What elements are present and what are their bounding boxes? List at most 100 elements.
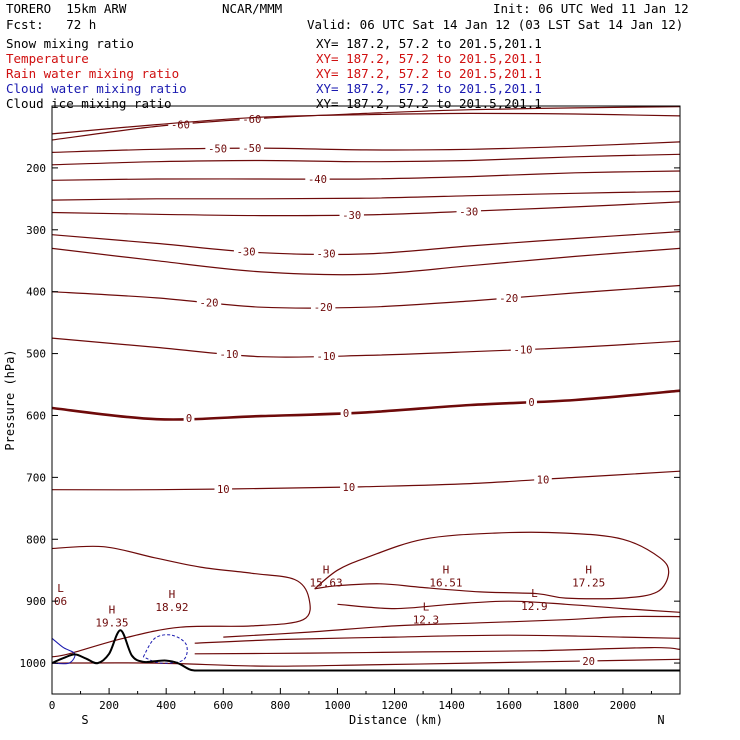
isotherm-label: 0 — [343, 408, 349, 420]
lower-isotherm-1 — [223, 615, 681, 638]
isotherm-label: -40 — [308, 174, 327, 186]
isotherm-label-bg — [214, 482, 233, 495]
isotherm-m60-0 — [51, 106, 681, 141]
field-cloudwater-xy: XY= 187.2, 57.2 to 201.5,201.1 — [316, 81, 542, 96]
extremum-value: 12.9 — [521, 600, 548, 613]
forecast-hour: Fcst: 72 h — [6, 17, 97, 32]
isotherm-label: -20 — [499, 293, 518, 305]
north-end-label: N — [657, 713, 664, 727]
boundary-layer-contour — [51, 545, 311, 658]
y-tick-label: 400 — [26, 286, 46, 299]
extremum-value: 16.51 — [429, 576, 462, 589]
isotherm-label: -50 — [242, 143, 261, 155]
y-tick-label: 1000 — [20, 657, 47, 670]
terrain-line — [51, 629, 680, 672]
isotherm-label: -10 — [514, 345, 533, 357]
isotherm-label: -30 — [459, 206, 478, 218]
field-temperature-label: Temperature — [6, 51, 89, 66]
isotherm-m60-1 — [51, 112, 681, 135]
field-cloudwater-label: Cloud water mixing ratio — [6, 81, 187, 96]
warm-core-contour — [314, 531, 670, 600]
extremum-value: 12.3 — [413, 613, 440, 626]
extremum-H-marker: H — [585, 563, 592, 576]
lower-isotherm-0 — [337, 600, 681, 613]
x-tick-label: 2000 — [610, 699, 637, 712]
terrain — [51, 629, 680, 672]
isotherm-label: -60 — [171, 120, 190, 132]
isotherm-label-bg — [310, 301, 336, 314]
isotherm-label: -10 — [317, 351, 336, 363]
isotherm-label: -30 — [237, 246, 256, 258]
extremum-L-marker: L — [57, 582, 64, 595]
isotherm-label-bg — [239, 113, 265, 126]
field-snow-xy: XY= 187.2, 57.2 to 201.5,201.1 — [316, 36, 542, 51]
lower-isotherm-3 — [194, 646, 681, 655]
y-tick-label: 800 — [26, 533, 46, 546]
isotherm-0-11 — [51, 389, 681, 421]
isotherm-label-bg — [233, 245, 259, 258]
isotherm-label: -60 — [242, 114, 261, 126]
isotherm-label: -30 — [317, 248, 336, 260]
isotherm-m30-6 — [51, 201, 681, 217]
y-tick-label: 600 — [26, 409, 46, 422]
extremum-L-marker: L — [423, 600, 430, 613]
x-tick-label: 800 — [270, 699, 290, 712]
field-rain-xy: XY= 187.2, 57.2 to 201.5,201.1 — [316, 66, 542, 81]
isotherm-label-bg — [196, 296, 222, 309]
extremum-L-marker: L — [531, 587, 538, 600]
extremum-value: 17.25 — [572, 576, 605, 589]
x-tick-label: 1000 — [324, 699, 351, 712]
isotherm-m40-5 — [51, 190, 681, 201]
isotherm-label-bg — [168, 118, 193, 131]
isotherm-label: -30 — [342, 210, 361, 222]
x-tick-label: 1600 — [495, 699, 522, 712]
isotherm-label-bg — [205, 142, 230, 155]
isotherm-label-bg — [339, 209, 364, 222]
extremum-value: 19.35 — [95, 617, 128, 630]
y-tick-label: 300 — [26, 224, 46, 237]
isotherm-label-bg — [579, 654, 598, 667]
isotherm-label-bg — [340, 407, 352, 420]
isotherm-label: 0 — [186, 413, 192, 425]
x-tick-label: 1800 — [553, 699, 580, 712]
isotherm-m50-2 — [51, 141, 681, 153]
cloud-water-contour — [142, 634, 188, 664]
isotherm-m30-8 — [51, 247, 681, 276]
isotherm-label-bg — [239, 142, 265, 155]
isotherm-label: 10 — [537, 474, 550, 486]
extremum-value: 15.63 — [309, 576, 342, 589]
field-cloudice-xy: XY= 187.2, 57.2 to 201.5,201.1 — [316, 96, 542, 111]
x-tick-label: 1400 — [438, 699, 465, 712]
y-axis-label: Pressure (hPa) — [3, 349, 17, 450]
isotherm-label-bg — [456, 205, 481, 218]
y-tick-label: 900 — [26, 595, 46, 608]
extremum-value: 18.92 — [155, 601, 188, 614]
y-tick-label: 500 — [26, 348, 46, 361]
lower-isotherm-2 — [194, 634, 681, 644]
isotherm-label: -20 — [200, 298, 219, 310]
isotherm-m50-3 — [51, 153, 681, 166]
isotherm-label-bg — [510, 343, 536, 356]
x-tick-label: 200 — [99, 699, 119, 712]
isotherm-label-bg — [340, 480, 358, 493]
isotherm-m30-7 — [51, 231, 681, 256]
isotherm-label: -10 — [219, 349, 238, 361]
isotherm-label-bg — [313, 349, 339, 362]
extrema-labels: H19.35H18.92H15.63H16.51H17.25L12.3L12.9… — [54, 563, 605, 629]
field-rain-label: Rain water mixing ratio — [6, 66, 180, 81]
isotherm-label: 0 — [528, 397, 534, 409]
extremum-H-marker: H — [443, 563, 450, 576]
isotherm-label-bg — [313, 247, 339, 260]
temperature-contours: -60 -60 -50 -50 -40 -30 -30 -30 -30 -20 -20 -20 -10 -… — [51, 106, 681, 668]
isotherm-label: -50 — [208, 144, 227, 156]
isotherm-label: 20 — [582, 656, 595, 668]
isotherm-m40-4 — [51, 170, 681, 181]
isotherm-label-bg — [534, 473, 552, 486]
valid-time: Valid: 06 UTC Sat 14 Jan 12 (03 LST Sat … — [307, 17, 684, 32]
isotherm-label: -20 — [314, 302, 333, 314]
x-axis-label: Distance (km) — [349, 713, 443, 727]
organization: NCAR/MMM — [222, 1, 283, 16]
extremum-value: 06 — [54, 595, 67, 608]
